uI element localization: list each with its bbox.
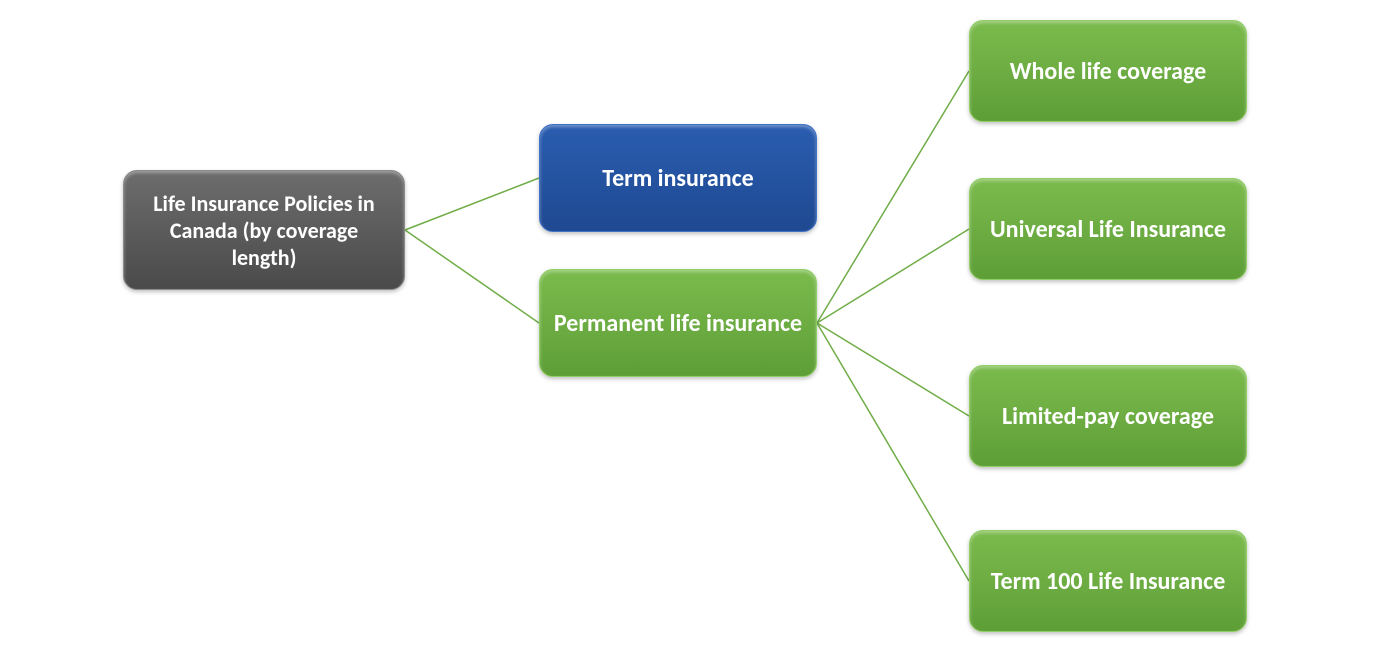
node-label: Permanent life insurance [554, 309, 802, 338]
node-label: Universal Life Insurance [990, 215, 1226, 244]
node-term: Term insurance [539, 124, 817, 232]
node-root: Life Insurance Policies in Canada (by co… [123, 170, 405, 290]
node-label: Limited-pay coverage [1002, 402, 1214, 431]
node-permanent: Permanent life insurance [539, 269, 817, 377]
node-limited: Limited-pay coverage [969, 365, 1247, 467]
node-label: Term insurance [602, 164, 753, 193]
node-label: Life Insurance Policies in Canada (by co… [136, 190, 392, 271]
node-term100: Term 100 Life Insurance [969, 530, 1247, 632]
node-label: Term 100 Life Insurance [991, 567, 1226, 596]
node-whole: Whole life coverage [969, 20, 1247, 122]
node-universal: Universal Life Insurance [969, 178, 1247, 280]
node-label: Whole life coverage [1010, 57, 1206, 86]
